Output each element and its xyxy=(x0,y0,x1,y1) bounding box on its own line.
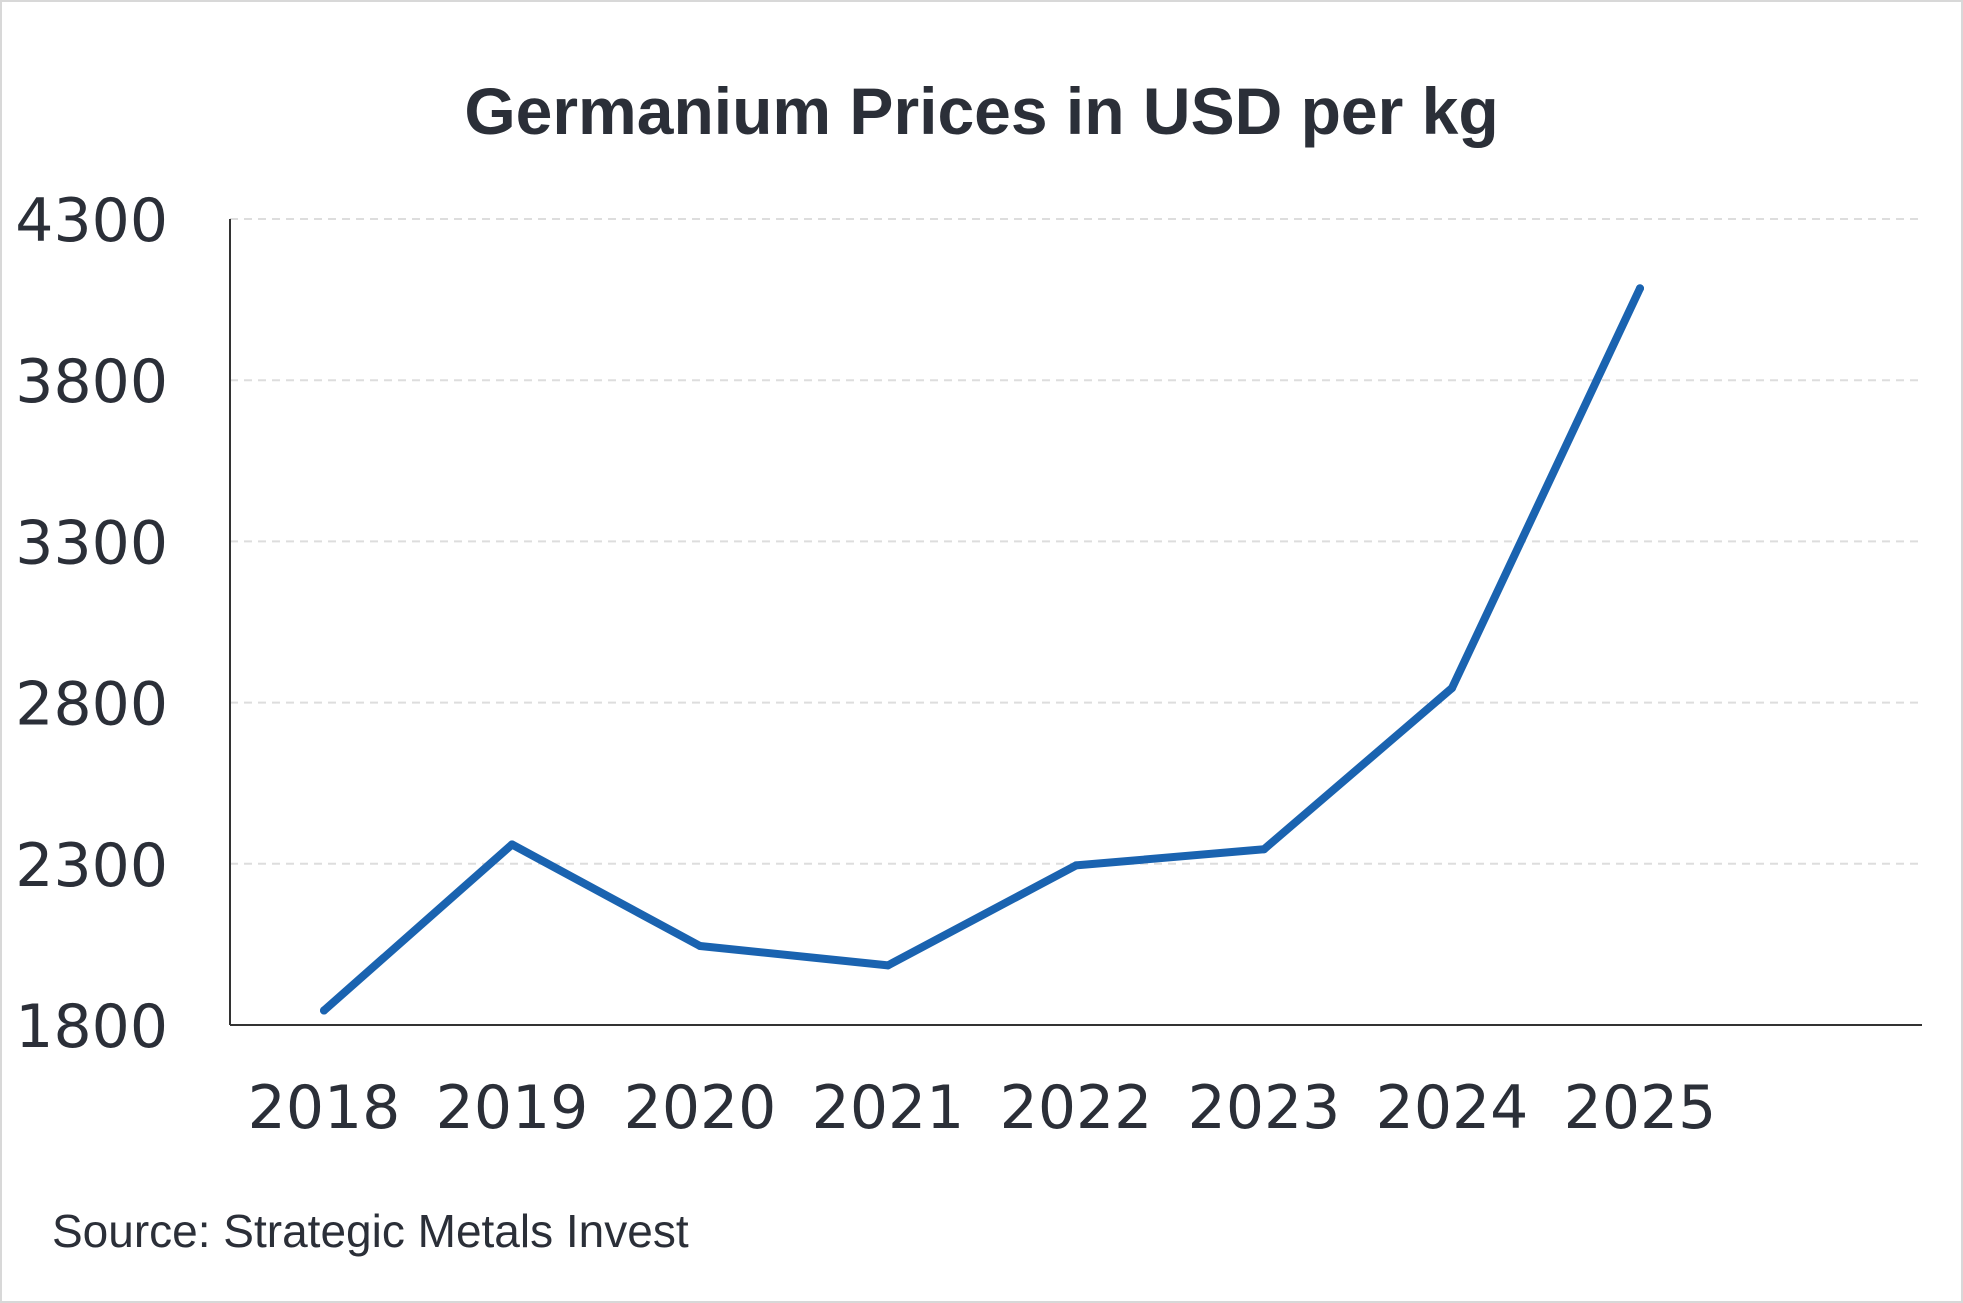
data-point xyxy=(884,961,892,970)
x-tick-label: 2025 xyxy=(1564,1073,1717,1143)
x-tick-labels: 2018 2019 2020 2021 2022 2023 2024 2025 xyxy=(248,1073,1717,1143)
y-tick-label: 4300 xyxy=(15,186,168,256)
y-tick-label: 3300 xyxy=(15,508,168,578)
data-point xyxy=(508,840,516,849)
chart-title: Germanium Prices in USD per kg xyxy=(464,74,1499,148)
data-point xyxy=(1636,284,1644,293)
y-tick-label: 2800 xyxy=(15,670,168,740)
series-lines xyxy=(320,284,1644,1015)
data-point xyxy=(1448,684,1456,693)
x-tick-label: 2021 xyxy=(812,1073,965,1143)
y-tick-label: 1800 xyxy=(15,992,168,1062)
series-line xyxy=(320,284,1644,1015)
data-point xyxy=(696,942,704,951)
x-tick-label: 2020 xyxy=(624,1073,777,1143)
source-note: Source: Strategic Metals Invest xyxy=(52,1205,689,1257)
y-tick-label: 3800 xyxy=(15,347,168,417)
data-point xyxy=(1072,861,1080,870)
grid-lines xyxy=(230,218,1922,865)
x-tick-label: 2019 xyxy=(436,1073,589,1143)
x-tick-label: 2022 xyxy=(1000,1073,1153,1143)
data-point xyxy=(1260,845,1268,854)
y-tick-label: 2300 xyxy=(15,831,168,901)
y-tick-labels: 4300 3800 3300 2800 2300 1800 xyxy=(15,186,168,1062)
x-tick-label: 2023 xyxy=(1188,1073,1341,1143)
axes xyxy=(229,219,1922,1026)
data-point xyxy=(320,1006,328,1015)
x-tick-label: 2018 xyxy=(248,1073,401,1143)
x-tick-label: 2024 xyxy=(1376,1073,1529,1143)
